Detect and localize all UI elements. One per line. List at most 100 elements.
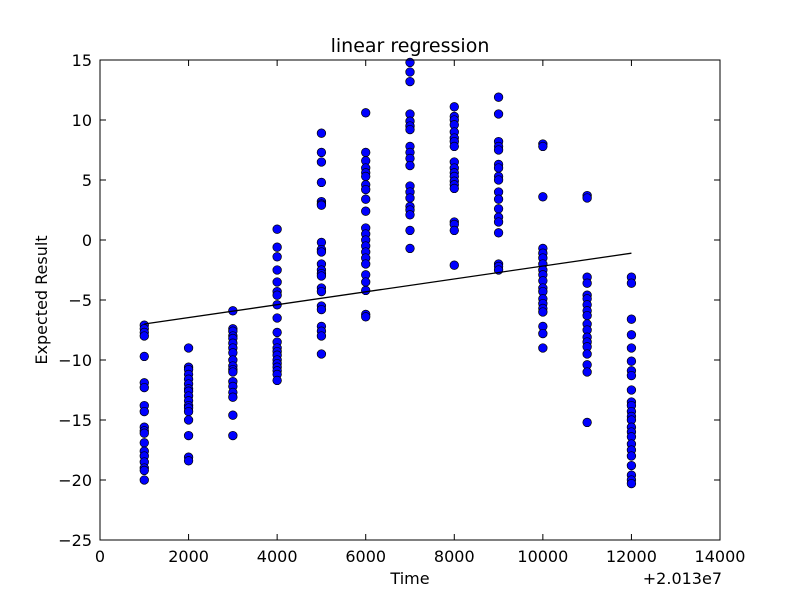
data-point: [272, 375, 282, 386]
data-point: [493, 217, 504, 227]
x-tick-label: 12000: [606, 547, 657, 566]
data-point: [272, 242, 282, 252]
data-point: [405, 76, 415, 87]
data-point: [582, 193, 592, 203]
data-point: [582, 278, 592, 288]
x-tick-label: 14000: [695, 547, 746, 566]
data-point: [493, 228, 504, 238]
data-point: [449, 183, 459, 194]
data-point: [626, 330, 637, 340]
data-point: [228, 410, 238, 420]
data-point: [449, 225, 459, 236]
y-tick-label: −10: [58, 351, 92, 370]
data-point: [361, 171, 371, 182]
data-point: [405, 243, 415, 254]
data-point: [582, 310, 592, 321]
data-point: [626, 278, 637, 288]
data-point: [361, 277, 371, 287]
data-point: [626, 370, 637, 381]
data-point: [361, 184, 371, 195]
data-point: [493, 163, 504, 173]
data-point: [361, 206, 371, 216]
data-point: [405, 193, 415, 203]
data-point: [316, 177, 327, 188]
data-point: [361, 194, 371, 204]
data-point: [316, 271, 327, 281]
data-point: [405, 67, 415, 77]
data-point: [361, 147, 371, 158]
data-point: [361, 285, 371, 296]
data-point: [626, 451, 637, 461]
data-point: [493, 175, 504, 185]
data-point: [316, 200, 327, 210]
y-tick-label: 15: [72, 51, 92, 70]
data-point: [538, 192, 548, 202]
data-point: [183, 430, 194, 441]
data-point: [405, 57, 415, 68]
data-point: [316, 247, 327, 257]
y-tick-label: −20: [58, 471, 92, 490]
data-point: [626, 385, 637, 395]
data-point: [582, 349, 592, 359]
data-point: [405, 160, 415, 171]
data-point: [493, 204, 504, 214]
data-point: [405, 210, 415, 220]
data-point: [183, 415, 194, 425]
y-tick-label: −25: [58, 531, 92, 550]
y-tick-label: −15: [58, 411, 92, 430]
data-point: [183, 406, 194, 417]
x-tick-label: 10000: [517, 547, 568, 566]
x-tick-label: 0: [95, 547, 105, 566]
data-point: [139, 351, 149, 362]
regression-line: [144, 252, 632, 325]
regression-line-layer: [144, 252, 632, 325]
data-point: [316, 331, 327, 341]
x-axis-title: Time: [389, 569, 429, 588]
x-tick-label: 4000: [257, 547, 298, 566]
data-point: [493, 109, 504, 119]
data-point: [139, 428, 149, 438]
data-point: [493, 92, 504, 102]
data-point: [139, 475, 149, 485]
data-point: [405, 225, 415, 236]
data-point: [316, 128, 327, 138]
data-point: [272, 224, 282, 234]
data-point: [272, 265, 282, 275]
data-point: [139, 406, 149, 417]
data-point: [272, 277, 282, 287]
data-point: [139, 438, 149, 448]
x-tick-label: 2000: [168, 547, 209, 566]
data-point: [361, 312, 371, 322]
data-point: [626, 460, 637, 471]
data-point: [316, 349, 327, 359]
data-point: [626, 356, 637, 366]
data-point: [626, 343, 637, 353]
data-point: [272, 313, 282, 323]
y-tick-label: −5: [68, 291, 92, 310]
data-point: [316, 286, 327, 297]
x-axis-offset-label: +2.013e7: [643, 569, 722, 588]
x-tick-label: 8000: [434, 547, 475, 566]
data-point: [538, 307, 548, 317]
data-point: [538, 328, 548, 339]
y-tick-label: 0: [82, 231, 92, 250]
data-point: [228, 392, 238, 402]
data-point: [626, 478, 637, 489]
data-point: [272, 252, 282, 262]
y-tick-label: 10: [72, 111, 92, 130]
data-point: [582, 367, 592, 377]
data-point: [272, 327, 282, 338]
data-point: [626, 314, 637, 324]
points-layer: [139, 57, 637, 489]
data-point: [139, 465, 149, 476]
data-point: [493, 145, 504, 155]
data-point: [493, 194, 504, 204]
data-point: [449, 102, 459, 112]
data-point: [449, 141, 459, 152]
data-point: [316, 157, 327, 167]
ticks-layer: 0 2000 4000 6000 8000 10000 12000 14000 −25 −20 −1…: [58, 51, 745, 566]
data-point: [139, 382, 149, 393]
data-point: [582, 417, 592, 428]
data-point: [228, 430, 238, 441]
data-point: [272, 290, 282, 300]
